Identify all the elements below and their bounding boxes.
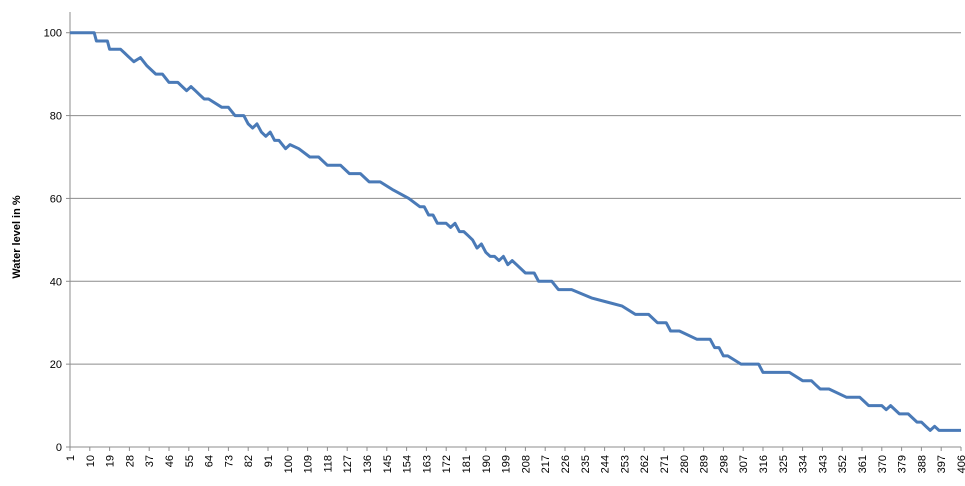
x-tick-label: 334 bbox=[798, 455, 810, 473]
x-tick-label: 262 bbox=[639, 455, 651, 473]
x-tick-label: 235 bbox=[580, 455, 592, 473]
x-tick-label: 64 bbox=[204, 455, 216, 467]
x-tick-label: 280 bbox=[679, 455, 691, 473]
y-axis-title: Water level in % bbox=[11, 195, 23, 279]
x-tick-label: 163 bbox=[421, 455, 433, 473]
x-tick-label: 397 bbox=[936, 455, 948, 473]
y-tick-label: 0 bbox=[56, 442, 62, 454]
x-axis-tick-labels: 1 10 19 28 37 46 55 64 73 82 91 100 109 118 127 136 145 1… bbox=[65, 447, 965, 473]
x-tick-label: 307 bbox=[738, 455, 750, 473]
x-tick-label: 388 bbox=[916, 455, 928, 473]
y-tick-label: 20 bbox=[50, 359, 62, 371]
x-tick-label: 370 bbox=[877, 455, 889, 473]
x-tick-label: 127 bbox=[342, 455, 354, 473]
y-tick-label: 40 bbox=[50, 276, 62, 288]
y-tick-label: 80 bbox=[50, 111, 62, 123]
x-tick-label: 46 bbox=[164, 455, 176, 467]
x-tick-label: 1 bbox=[65, 455, 77, 461]
y-axis-tick-labels: 0 20 40 60 80 100 bbox=[44, 28, 70, 454]
x-tick-label: 352 bbox=[837, 455, 849, 473]
x-tick-label: 244 bbox=[600, 455, 612, 473]
x-tick-label: 361 bbox=[857, 455, 869, 473]
x-tick-label: 217 bbox=[540, 455, 552, 473]
y-tick-label: 100 bbox=[44, 28, 62, 40]
x-tick-label: 325 bbox=[778, 455, 790, 473]
x-tick-label: 226 bbox=[560, 455, 572, 473]
x-tick-label: 343 bbox=[817, 455, 829, 473]
x-tick-label: 73 bbox=[223, 455, 235, 467]
x-tick-label: 271 bbox=[659, 455, 671, 473]
gridlines bbox=[70, 32, 961, 365]
x-tick-label: 172 bbox=[441, 455, 453, 473]
x-tick-label: 379 bbox=[897, 455, 909, 473]
x-tick-label: 298 bbox=[718, 455, 730, 473]
x-tick-label: 91 bbox=[263, 455, 275, 467]
x-tick-label: 136 bbox=[362, 455, 374, 473]
x-tick-label: 253 bbox=[619, 455, 631, 473]
x-tick-label: 118 bbox=[322, 455, 334, 473]
x-tick-label: 316 bbox=[758, 455, 770, 473]
x-tick-label: 289 bbox=[699, 455, 711, 473]
x-tick-label: 55 bbox=[184, 455, 196, 467]
x-tick-label: 28 bbox=[124, 455, 136, 467]
x-tick-label: 406 bbox=[956, 455, 965, 473]
x-tick-label: 82 bbox=[243, 455, 255, 467]
x-tick-label: 19 bbox=[105, 455, 117, 467]
x-tick-label: 109 bbox=[303, 455, 315, 473]
y-tick-label: 60 bbox=[50, 193, 62, 205]
x-tick-label: 10 bbox=[85, 455, 97, 467]
x-tick-label: 37 bbox=[144, 455, 156, 467]
x-tick-label: 199 bbox=[501, 455, 513, 473]
x-tick-label: 100 bbox=[283, 455, 295, 473]
x-tick-label: 154 bbox=[402, 455, 414, 473]
x-tick-label: 181 bbox=[461, 455, 473, 473]
series-line-0 bbox=[70, 31, 961, 432]
series-group bbox=[70, 31, 961, 432]
x-tick-label: 145 bbox=[382, 455, 394, 473]
x-tick-label: 208 bbox=[520, 455, 532, 473]
x-tick-label: 190 bbox=[481, 455, 493, 473]
axes bbox=[69, 12, 961, 448]
